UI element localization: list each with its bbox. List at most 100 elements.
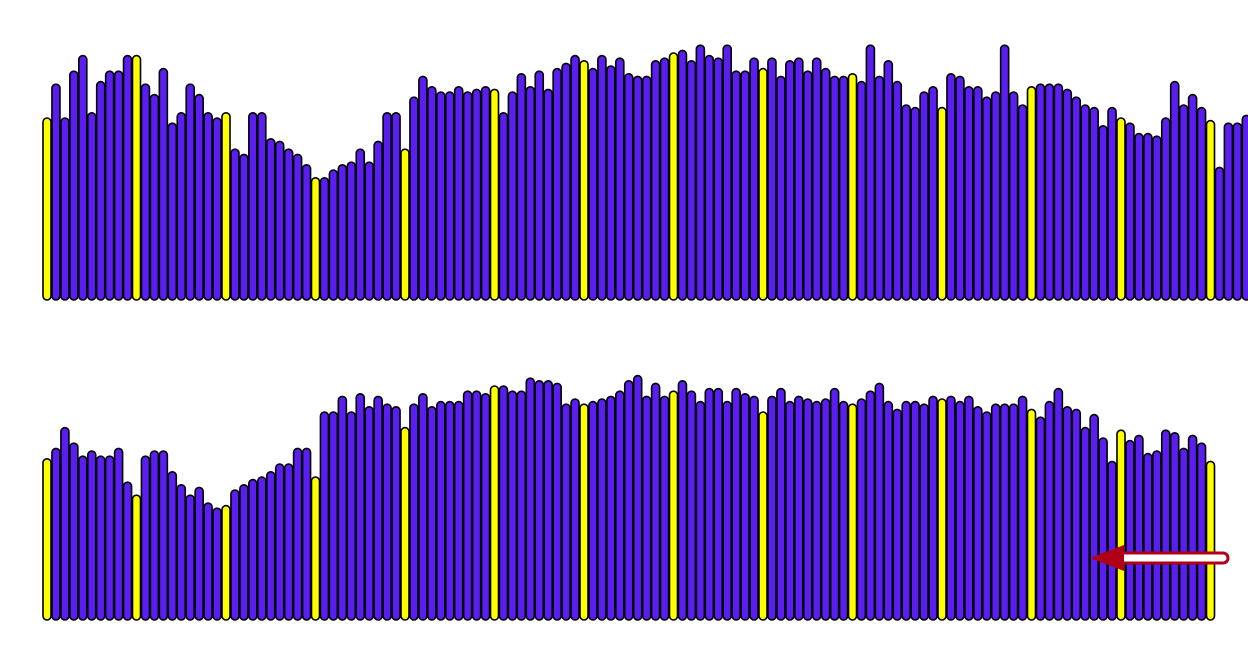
bar bbox=[534, 379, 545, 621]
bar bbox=[498, 385, 509, 621]
bar bbox=[883, 400, 894, 621]
bar bbox=[444, 400, 455, 621]
bar bbox=[999, 44, 1010, 301]
bar bbox=[1053, 83, 1064, 301]
bar bbox=[1125, 439, 1135, 621]
bar bbox=[212, 507, 222, 621]
bar bbox=[704, 387, 715, 621]
bar bbox=[1178, 447, 1189, 621]
bar bbox=[623, 73, 634, 301]
bar bbox=[471, 88, 482, 301]
bar-chart-2 bbox=[42, 374, 1216, 621]
bar bbox=[552, 67, 562, 301]
bar bbox=[740, 392, 750, 621]
bar bbox=[641, 75, 652, 301]
bar bbox=[51, 447, 61, 621]
bar bbox=[838, 400, 849, 621]
bar bbox=[1187, 434, 1198, 621]
bar bbox=[95, 80, 106, 301]
bar bbox=[185, 83, 195, 301]
bar bbox=[104, 455, 115, 621]
bar bbox=[42, 457, 52, 621]
bar bbox=[1178, 104, 1189, 301]
bar bbox=[1169, 80, 1180, 301]
bar bbox=[1080, 104, 1090, 301]
bar bbox=[677, 49, 688, 301]
bar bbox=[1125, 122, 1135, 301]
bar bbox=[230, 489, 240, 621]
bar bbox=[910, 106, 920, 301]
bar bbox=[409, 403, 419, 621]
bar bbox=[641, 395, 652, 621]
bar bbox=[400, 148, 410, 301]
bar bbox=[543, 88, 554, 301]
bar bbox=[1044, 400, 1055, 621]
bar bbox=[1098, 437, 1108, 621]
bar bbox=[1035, 83, 1046, 301]
bar bbox=[990, 403, 1001, 621]
bar bbox=[713, 57, 724, 301]
bar bbox=[668, 52, 679, 301]
bar bbox=[1089, 106, 1099, 301]
bar bbox=[570, 398, 580, 621]
bar bbox=[1214, 166, 1225, 301]
bar bbox=[874, 75, 885, 301]
bar bbox=[167, 470, 178, 621]
bar bbox=[1008, 91, 1019, 301]
bar bbox=[650, 382, 661, 621]
bar bbox=[1008, 403, 1019, 621]
bar bbox=[194, 93, 204, 301]
bar bbox=[883, 59, 894, 301]
bar bbox=[113, 70, 124, 301]
bar bbox=[829, 75, 840, 301]
bar bbox=[650, 59, 661, 301]
bar bbox=[364, 161, 375, 301]
bar bbox=[149, 93, 160, 301]
bar bbox=[158, 450, 169, 621]
bar bbox=[1134, 132, 1144, 301]
bar bbox=[1160, 117, 1171, 301]
bar bbox=[507, 390, 518, 621]
bar bbox=[964, 86, 974, 301]
bar bbox=[1116, 117, 1126, 301]
bar bbox=[462, 390, 473, 621]
bar bbox=[1026, 86, 1037, 301]
bar bbox=[695, 400, 706, 621]
bar bbox=[1062, 88, 1073, 301]
bar bbox=[391, 112, 401, 301]
bar bbox=[1241, 114, 1248, 301]
bar bbox=[847, 73, 858, 301]
bar bbox=[928, 86, 938, 301]
bar bbox=[1107, 460, 1117, 621]
bar bbox=[480, 86, 491, 301]
bar bbox=[283, 148, 294, 301]
bar bbox=[346, 161, 357, 301]
bar bbox=[122, 481, 133, 621]
bar bbox=[1169, 431, 1180, 621]
bar bbox=[1223, 122, 1234, 301]
bar bbox=[274, 140, 285, 301]
bar bbox=[60, 117, 70, 301]
bar bbox=[579, 59, 589, 301]
bar bbox=[382, 403, 392, 621]
bar bbox=[623, 379, 634, 621]
bar bbox=[776, 387, 786, 621]
bar bbox=[910, 400, 920, 621]
bar bbox=[471, 390, 482, 621]
bar bbox=[686, 390, 697, 621]
bar bbox=[86, 112, 97, 301]
bar bbox=[802, 398, 813, 621]
arrow-shaft bbox=[1116, 551, 1230, 565]
bar bbox=[731, 387, 741, 621]
bar bbox=[749, 395, 759, 621]
bar bbox=[364, 405, 375, 621]
bar bbox=[355, 392, 366, 621]
bar bbox=[928, 395, 938, 621]
bar bbox=[614, 390, 625, 621]
bar bbox=[310, 476, 321, 621]
bar bbox=[561, 62, 571, 301]
bar bbox=[525, 86, 536, 301]
bar bbox=[248, 112, 258, 301]
bar bbox=[847, 403, 858, 621]
